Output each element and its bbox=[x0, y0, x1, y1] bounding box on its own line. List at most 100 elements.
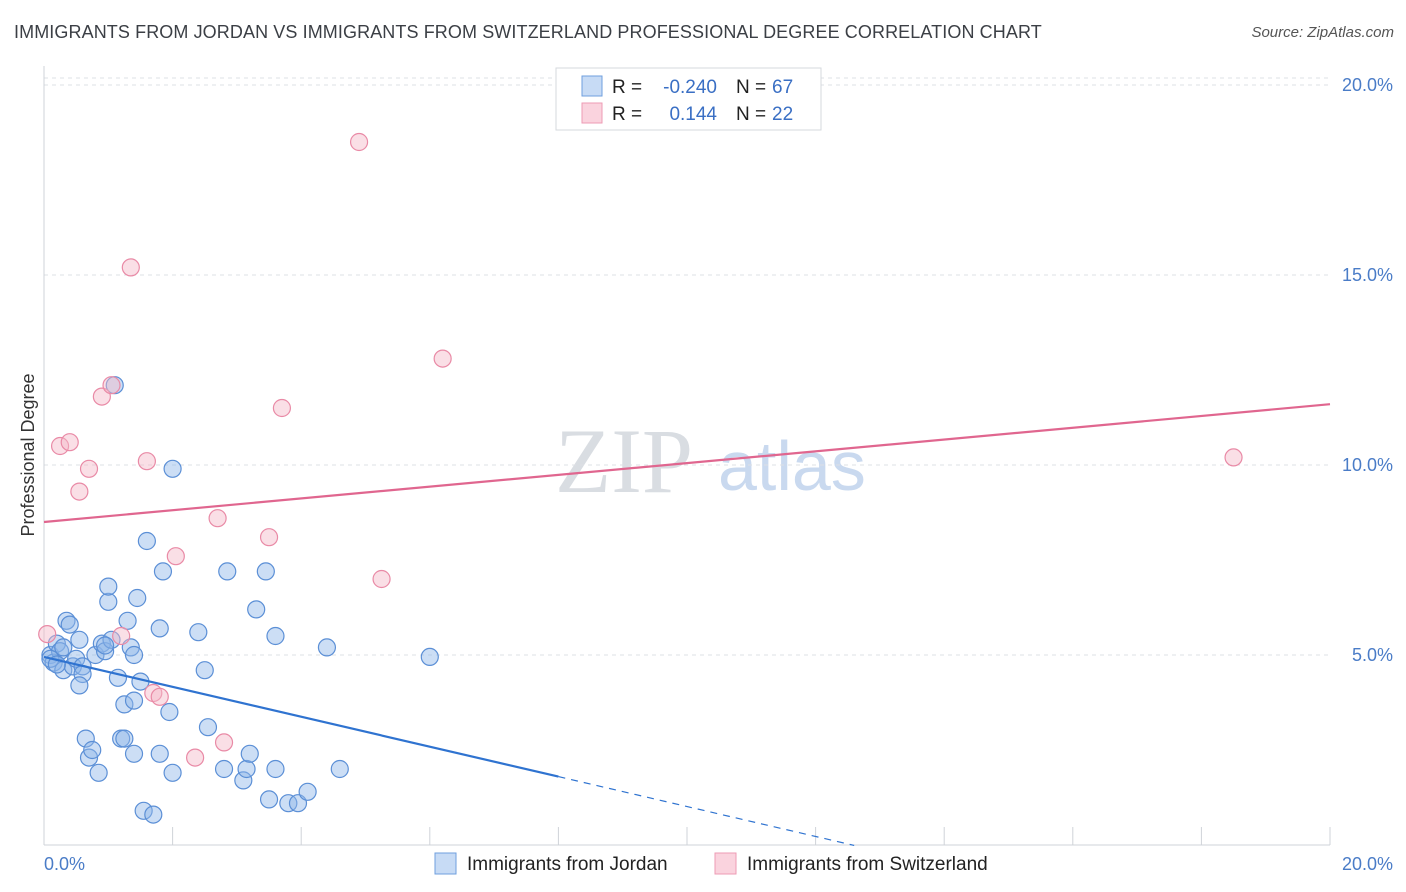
bottom-legend: Immigrants from Jordan Immigrants from S… bbox=[434, 852, 988, 875]
point-jordan-49 bbox=[240, 744, 259, 763]
point-jordan-60 bbox=[420, 647, 439, 667]
point-jordan-35 bbox=[144, 805, 163, 824]
point-jordan-48 bbox=[237, 759, 256, 779]
legend-n-label-jordan: N = bbox=[736, 77, 766, 98]
point-jordan-19 bbox=[95, 642, 115, 661]
point-jordan-12 bbox=[70, 676, 89, 695]
point-jordan-29 bbox=[124, 645, 144, 665]
y-tick-label-3: 20.0% bbox=[1342, 75, 1393, 95]
point-switzerland-11 bbox=[150, 687, 169, 706]
point-switzerland-6 bbox=[102, 376, 121, 395]
x-tick-label-0: 0.0% bbox=[44, 854, 85, 874]
point-jordan-45 bbox=[214, 759, 234, 779]
point-jordan-53 bbox=[266, 759, 285, 779]
point-switzerland-19 bbox=[372, 569, 391, 589]
point-jordan-34 bbox=[137, 531, 156, 551]
point-jordan-37 bbox=[150, 744, 169, 763]
point-jordan-52 bbox=[259, 790, 279, 809]
point-switzerland-1 bbox=[50, 436, 70, 456]
point-jordan-51 bbox=[256, 562, 275, 581]
point-jordan-38 bbox=[153, 562, 173, 581]
x-tick-label-1: 20.0% bbox=[1342, 854, 1393, 874]
point-switzerland-2 bbox=[60, 433, 79, 452]
point-jordan-41 bbox=[163, 763, 182, 782]
legend-n-value-switzerland: 22 bbox=[772, 104, 793, 125]
point-jordan-36 bbox=[150, 619, 169, 638]
point-switzerland-14 bbox=[208, 509, 227, 528]
source-label: Source: ZipAtlas.com bbox=[1251, 24, 1394, 41]
point-jordan-65 bbox=[124, 744, 144, 763]
chart-title: IMMIGRANTS FROM JORDAN VS IMMIGRANTS FRO… bbox=[14, 22, 1042, 42]
legend-swatch-switzerland bbox=[581, 102, 603, 124]
point-jordan-54 bbox=[266, 626, 285, 646]
point-jordan-16 bbox=[89, 763, 108, 782]
point-switzerland-12 bbox=[166, 547, 185, 566]
point-jordan-17 bbox=[86, 645, 105, 665]
legend-r-label-switzerland: R = bbox=[612, 104, 642, 125]
legend-n-label-switzerland: N = bbox=[736, 104, 766, 125]
point-jordan-30 bbox=[128, 588, 147, 608]
legend-r-label-jordan: R = bbox=[612, 77, 642, 98]
point-jordan-21 bbox=[99, 577, 118, 596]
point-jordan-46 bbox=[218, 562, 237, 581]
y-axis-label: Professional Degree bbox=[18, 373, 38, 536]
x-ticks: 0.0% 20.0% bbox=[43, 827, 1393, 874]
point-jordan-42 bbox=[189, 623, 208, 642]
watermark-zip: ZIP bbox=[555, 410, 693, 512]
point-jordan-58 bbox=[317, 638, 337, 657]
point-jordan-55 bbox=[279, 794, 298, 813]
point-jordan-59 bbox=[330, 759, 349, 779]
y-tick-label-1: 10.0% bbox=[1342, 455, 1393, 475]
point-jordan-27 bbox=[118, 611, 137, 630]
point-jordan-66 bbox=[54, 638, 73, 657]
bottom-legend-swatch-jordan bbox=[434, 852, 457, 875]
point-jordan-31 bbox=[124, 691, 144, 710]
point-jordan-44 bbox=[198, 718, 218, 737]
point-switzerland-13 bbox=[186, 748, 205, 767]
point-jordan-50 bbox=[247, 600, 266, 619]
point-jordan-6 bbox=[60, 615, 79, 634]
y-tick-label-0: 5.0% bbox=[1352, 645, 1393, 665]
point-jordan-33 bbox=[134, 801, 153, 820]
y-tick-label-2: 15.0% bbox=[1342, 265, 1393, 285]
point-switzerland-16 bbox=[259, 528, 279, 547]
point-switzerland-0 bbox=[38, 624, 57, 644]
watermark-atlas: atlas bbox=[718, 427, 866, 505]
point-jordan-47 bbox=[234, 771, 253, 790]
point-jordan-63 bbox=[115, 729, 134, 748]
trend-line-jordan bbox=[43, 655, 559, 778]
point-switzerland-7 bbox=[112, 626, 131, 646]
point-switzerland-20 bbox=[433, 349, 452, 368]
legend-n-value-jordan: 67 bbox=[772, 77, 793, 98]
grid bbox=[44, 77, 1330, 656]
point-switzerland-4 bbox=[79, 459, 99, 478]
point-jordan-26 bbox=[115, 695, 134, 714]
point-jordan-9 bbox=[70, 630, 89, 649]
legend-r-value-switzerland: 0.144 bbox=[669, 104, 717, 125]
legend-box: R = -0.240 N = 67 R = 0.144 N = 22 bbox=[555, 67, 822, 131]
point-jordan-40 bbox=[163, 459, 182, 478]
point-jordan-39 bbox=[160, 702, 179, 722]
legend-swatch-jordan bbox=[581, 75, 603, 97]
point-jordan-43 bbox=[195, 661, 214, 680]
point-switzerland-9 bbox=[137, 452, 156, 471]
point-jordan-64 bbox=[95, 636, 115, 655]
bottom-legend-label-jordan: Immigrants from Jordan bbox=[467, 854, 668, 875]
legend-r-value-jordan: -0.240 bbox=[663, 77, 717, 98]
point-jordan-13 bbox=[76, 729, 95, 748]
point-jordan-15 bbox=[83, 740, 102, 760]
bottom-legend-swatch-switzerland bbox=[714, 852, 737, 875]
point-switzerland-3 bbox=[70, 482, 89, 501]
point-switzerland-21 bbox=[1224, 448, 1243, 467]
point-switzerland-18 bbox=[349, 132, 369, 152]
trend-line-switzerland bbox=[43, 403, 1331, 524]
point-switzerland-8 bbox=[121, 258, 140, 277]
point-switzerland-15 bbox=[214, 733, 234, 752]
bottom-legend-label-switzerland: Immigrants from Switzerland bbox=[747, 854, 988, 875]
point-jordan-20 bbox=[99, 592, 118, 611]
point-switzerland-17 bbox=[272, 398, 292, 418]
y-ticks: 5.0% 10.0% 15.0% 20.0% bbox=[1342, 75, 1393, 665]
point-jordan-57 bbox=[298, 782, 317, 801]
trend-extension-jordan bbox=[558, 776, 855, 847]
